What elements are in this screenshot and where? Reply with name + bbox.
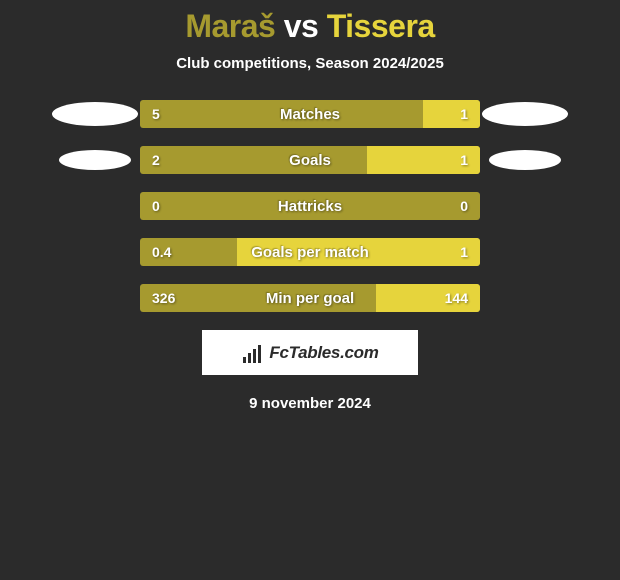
stat-value-right: 1 — [460, 106, 468, 122]
player-left-badge — [50, 102, 140, 126]
bar-chart-icon — [241, 343, 263, 363]
stat-bar: 5Matches1 — [140, 100, 480, 128]
logo-text: FcTables.com — [269, 343, 378, 363]
player-left-badge — [50, 150, 140, 170]
stat-value-left: 2 — [152, 152, 160, 168]
badge-ellipse — [59, 150, 131, 170]
badge-ellipse — [52, 102, 138, 126]
player-right-name: Tissera — [327, 8, 435, 44]
vs-separator: vs — [284, 8, 327, 44]
stat-bar: 0.4Goals per match1 — [140, 238, 480, 266]
stat-value-right: 0 — [460, 198, 468, 214]
stat-label: Matches — [140, 106, 480, 123]
date-label: 9 november 2024 — [0, 395, 620, 412]
player-right-badge — [480, 102, 570, 126]
stat-label: Min per goal — [140, 290, 480, 307]
badge-ellipse — [482, 102, 568, 126]
stat-value-left: 5 — [152, 106, 160, 122]
subtitle: Club competitions, Season 2024/2025 — [0, 55, 620, 72]
comparison-title: Maraš vs Tissera — [0, 8, 620, 45]
stat-value-left: 326 — [152, 290, 175, 306]
player-left-name: Maraš — [185, 8, 275, 44]
player-right-badge — [480, 150, 570, 170]
stat-label: Goals per match — [140, 244, 480, 261]
stat-value-right: 144 — [445, 290, 468, 306]
stat-row: 326Min per goal144 — [0, 284, 620, 312]
stat-value-left: 0 — [152, 198, 160, 214]
stat-row: 0.4Goals per match1 — [0, 238, 620, 266]
stat-row: 0Hattricks0 — [0, 192, 620, 220]
stat-bar: 2Goals1 — [140, 146, 480, 174]
stat-row: 5Matches1 — [0, 100, 620, 128]
stat-value-right: 1 — [460, 152, 468, 168]
fctables-logo[interactable]: FcTables.com — [202, 330, 418, 375]
stat-label: Goals — [140, 152, 480, 169]
stat-bar: 0Hattricks0 — [140, 192, 480, 220]
stat-label: Hattricks — [140, 198, 480, 215]
badge-ellipse — [489, 150, 561, 170]
stat-bar: 326Min per goal144 — [140, 284, 480, 312]
stat-value-right: 1 — [460, 244, 468, 260]
stats-container: 5Matches12Goals10Hattricks00.4Goals per … — [0, 100, 620, 312]
stat-value-left: 0.4 — [152, 244, 171, 260]
stat-row: 2Goals1 — [0, 146, 620, 174]
